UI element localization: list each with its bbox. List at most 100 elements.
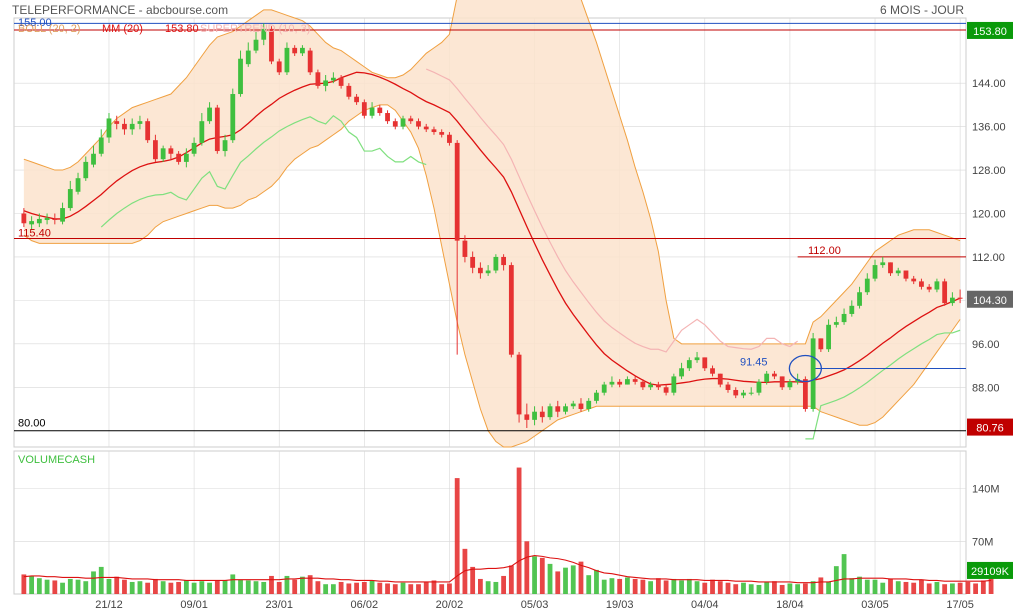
candle-body — [44, 217, 50, 221]
candle-body — [315, 72, 321, 86]
volume-panel-frame — [13, 450, 967, 595]
candle-body — [748, 392, 754, 394]
candle-body — [21, 213, 27, 224]
candle-body — [810, 338, 816, 409]
volume-bar — [942, 584, 948, 594]
badge-top-bg — [967, 21, 1013, 39]
candle-body — [949, 297, 955, 304]
volume-bar — [617, 578, 623, 594]
candle-body — [439, 132, 445, 135]
candle-body — [671, 376, 677, 393]
candle-body — [462, 240, 468, 257]
candle-body — [942, 281, 948, 304]
volume-mm-line — [23, 555, 992, 584]
candle-body — [609, 381, 615, 385]
volume-bar — [648, 581, 654, 594]
legend-boll: BOLL (20, 2) — [18, 23, 81, 35]
date-tick-label: 09/01 — [180, 599, 208, 611]
badge-volume: 29109K — [967, 561, 1013, 579]
candle-body — [772, 373, 777, 377]
candle-body — [276, 61, 282, 73]
volume-bar — [176, 581, 182, 594]
candle-body — [75, 178, 81, 192]
candle-body — [586, 400, 592, 409]
value-91-label: 91.45 — [740, 357, 768, 369]
candle-body — [330, 77, 336, 81]
candle-body — [640, 381, 646, 388]
candle-body — [764, 373, 770, 382]
candle-body — [911, 278, 917, 282]
volume-bar — [802, 583, 808, 594]
volume-bar — [315, 581, 321, 594]
candle-body — [926, 286, 932, 290]
volume-bar — [988, 575, 994, 594]
candle-body — [547, 406, 553, 418]
chart-title: TELEPERFORMANCE - abcbourse.com — [12, 3, 229, 17]
supertrend-bull-2 — [805, 329, 961, 440]
supertrend-bull-1 — [100, 114, 427, 228]
volume-bar — [346, 583, 352, 594]
candle-body — [578, 403, 584, 409]
candle-body — [833, 322, 839, 325]
date-tick-label: 20/02 — [436, 599, 464, 611]
volume-bar — [122, 579, 127, 594]
volume-bar — [717, 581, 723, 594]
badge-price-text: 104.30 — [973, 295, 1007, 307]
volume-bar — [416, 584, 421, 594]
volume-bar — [153, 578, 158, 594]
volume-bar — [501, 575, 507, 594]
date-tick-label: 06/02 — [351, 599, 379, 611]
candle-body — [787, 381, 793, 388]
volume-bar — [857, 576, 862, 594]
volume-bar — [470, 566, 476, 594]
date-tick-label: 23/01 — [265, 599, 293, 611]
volume-bar — [725, 582, 731, 594]
volume-bar — [926, 583, 932, 594]
volume-bar — [168, 582, 174, 594]
volume-bar — [361, 581, 367, 594]
badge-low: 80.76 — [967, 418, 1013, 436]
candle-body — [106, 118, 112, 138]
volume-bar — [710, 579, 715, 594]
legend-mid-value: 153.80 — [165, 23, 199, 35]
candle-body — [888, 262, 893, 274]
badge-low-bg — [967, 418, 1013, 436]
candle-body — [354, 96, 359, 103]
candle-body — [508, 265, 514, 355]
volume-bar — [888, 578, 893, 594]
candle-body — [183, 153, 189, 162]
candle-body — [385, 113, 390, 122]
candle-body — [895, 270, 901, 274]
candle-body — [377, 107, 383, 114]
horizontal-levels — [14, 22, 966, 432]
candle-body — [191, 142, 197, 154]
candle-body — [594, 392, 599, 401]
volume-bar — [423, 581, 429, 594]
volume-bar — [83, 581, 89, 594]
volume-bar — [640, 579, 646, 594]
date-tick-label: 18/04 — [776, 599, 804, 611]
volume-bar — [385, 583, 390, 594]
volume-bar — [826, 581, 831, 594]
volume-bar — [207, 582, 212, 594]
candle-body — [725, 384, 731, 390]
candle-body — [52, 218, 58, 221]
candle-body — [261, 28, 267, 40]
candle-body — [717, 373, 723, 385]
candle-body — [802, 379, 808, 409]
candles — [21, 23, 963, 428]
candle-body — [501, 256, 507, 266]
volume-bar — [439, 584, 445, 594]
volume-bar — [508, 565, 514, 594]
period-selector[interactable]: 6 MOIS - JOUR — [879, 3, 964, 17]
badge-price: 104.30 — [967, 290, 1013, 308]
candle-body — [199, 121, 205, 143]
supertrend-bear — [425, 68, 798, 353]
volume-panel — [21, 467, 994, 594]
volume-bar — [671, 578, 677, 594]
candle-body — [361, 102, 367, 116]
volume-bar — [377, 582, 383, 594]
candle-body — [369, 107, 375, 116]
candle-body — [694, 357, 700, 361]
